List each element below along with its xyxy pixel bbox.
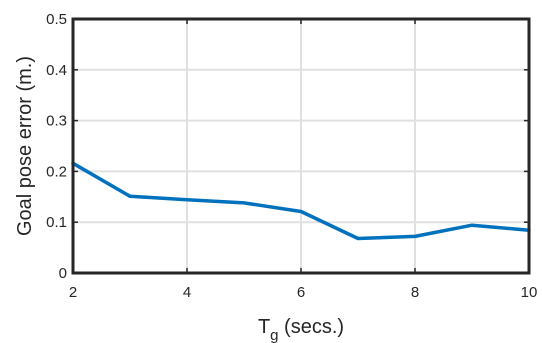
- y-tick-label: 0.1: [46, 214, 67, 231]
- y-tick-label: 0.5: [46, 11, 67, 28]
- grid-lines: [72, 18, 530, 274]
- y-axis-label: Goal pose error (m.): [14, 56, 36, 236]
- y-tick-label: 0.3: [46, 113, 67, 130]
- x-tick-label: 8: [411, 284, 419, 301]
- y-tick-label: 0.2: [46, 163, 67, 180]
- x-axis-label-main: T: [258, 316, 270, 338]
- x-axis-label: Tg (secs.): [258, 316, 344, 343]
- x-tick-label: 2: [69, 284, 77, 301]
- x-tick-label: 4: [183, 284, 191, 301]
- y-tick-label: 0.4: [46, 62, 67, 79]
- tick-marks: [72, 18, 530, 274]
- x-tick-label: 10: [521, 284, 538, 301]
- series-line: [71, 161, 531, 241]
- tick-labels: 2 4 6 8 10 0 0.1 0.2 0.3 0.4 0.5: [46, 11, 537, 301]
- series-layer: [71, 161, 531, 241]
- x-axis-label-subscript: g: [270, 327, 278, 343]
- x-tick-label: 6: [297, 284, 305, 301]
- x-axis-label-suffix: (secs.): [279, 316, 345, 338]
- y-tick-label: 0: [59, 265, 67, 282]
